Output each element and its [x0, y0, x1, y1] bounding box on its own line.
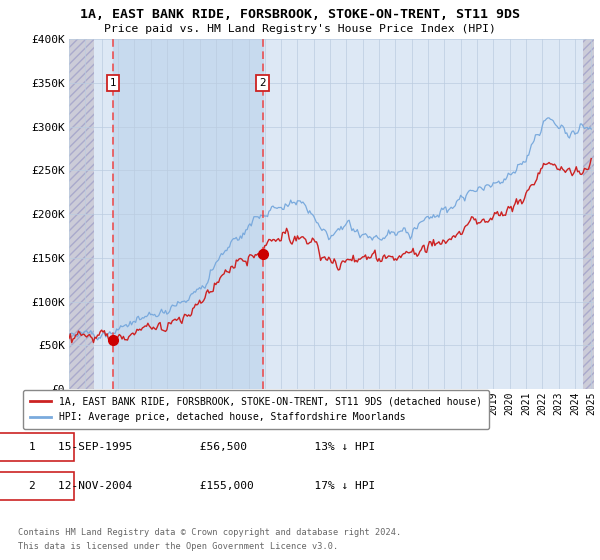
Text: 1: 1 [110, 78, 116, 88]
Legend: 1A, EAST BANK RIDE, FORSBROOK, STOKE-ON-TRENT, ST11 9DS (detached house), HPI: A: 1A, EAST BANK RIDE, FORSBROOK, STOKE-ON-… [23, 390, 488, 429]
Text: 2: 2 [259, 78, 266, 88]
Text: Contains HM Land Registry data © Crown copyright and database right 2024.: Contains HM Land Registry data © Crown c… [18, 528, 401, 537]
Text: Price paid vs. HM Land Registry's House Price Index (HPI): Price paid vs. HM Land Registry's House … [104, 24, 496, 34]
Text: 1A, EAST BANK RIDE, FORSBROOK, STOKE-ON-TRENT, ST11 9DS: 1A, EAST BANK RIDE, FORSBROOK, STOKE-ON-… [80, 8, 520, 21]
Polygon shape [583, 39, 594, 389]
Text: This data is licensed under the Open Government Licence v3.0.: This data is licensed under the Open Gov… [18, 542, 338, 550]
FancyBboxPatch shape [0, 472, 74, 500]
Text: 15-SEP-1995          £56,500          13% ↓ HPI: 15-SEP-1995 £56,500 13% ↓ HPI [58, 442, 375, 452]
FancyBboxPatch shape [0, 433, 74, 460]
Text: 12-NOV-2004          £155,000         17% ↓ HPI: 12-NOV-2004 £155,000 17% ↓ HPI [58, 480, 375, 491]
Bar [113, 39, 263, 389]
Text: 2: 2 [28, 480, 35, 491]
Polygon shape [69, 39, 94, 389]
Text: 1: 1 [28, 442, 35, 452]
